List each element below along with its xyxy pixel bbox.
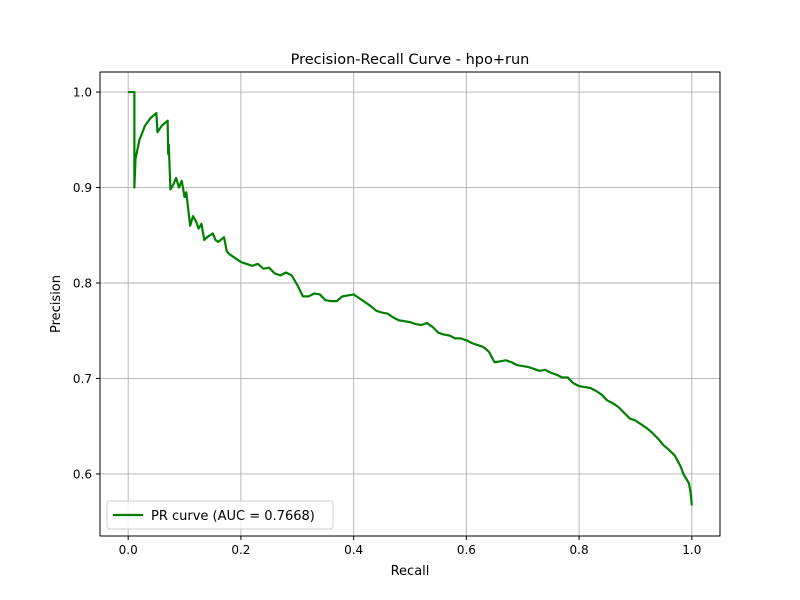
- x-tick-label: 0.8: [570, 543, 589, 557]
- y-axis-label: Precision: [49, 275, 64, 333]
- x-tick-label: 0.0: [119, 543, 138, 557]
- y-tick-label: 0.7: [73, 372, 92, 386]
- legend-box: [106, 500, 334, 530]
- x-tick-label: 1.0: [682, 543, 701, 557]
- y-tick-label: 0.8: [73, 276, 92, 290]
- chart-title: Precision-Recall Curve - hpo+run: [291, 52, 530, 68]
- y-tick-label: 0.6: [73, 467, 92, 481]
- data-layer: [128, 90, 693, 506]
- plot-frame: [99, 71, 721, 537]
- pr-curve-line: [128, 90, 693, 506]
- x-axis-label: Recall: [391, 564, 430, 579]
- y-tick-label: 1.0: [73, 86, 92, 100]
- legend: PR curve (AUC = 0.7668): [106, 500, 334, 530]
- x-tick-label: 0.4: [344, 543, 363, 557]
- x-tick-label: 0.2: [231, 543, 250, 557]
- grid-lines: [100, 72, 720, 536]
- x-tick-label: 0.6: [457, 543, 476, 557]
- plot-area: [100, 72, 720, 536]
- y-tick-label: 0.9: [73, 181, 92, 195]
- legend-label: PR curve (AUC = 0.7668): [151, 509, 315, 524]
- tick-layer: 0.0 0.2 0.4 0.6 0.8 1.0 0.6 0.7 0.8 0.9 1.0: [73, 86, 701, 557]
